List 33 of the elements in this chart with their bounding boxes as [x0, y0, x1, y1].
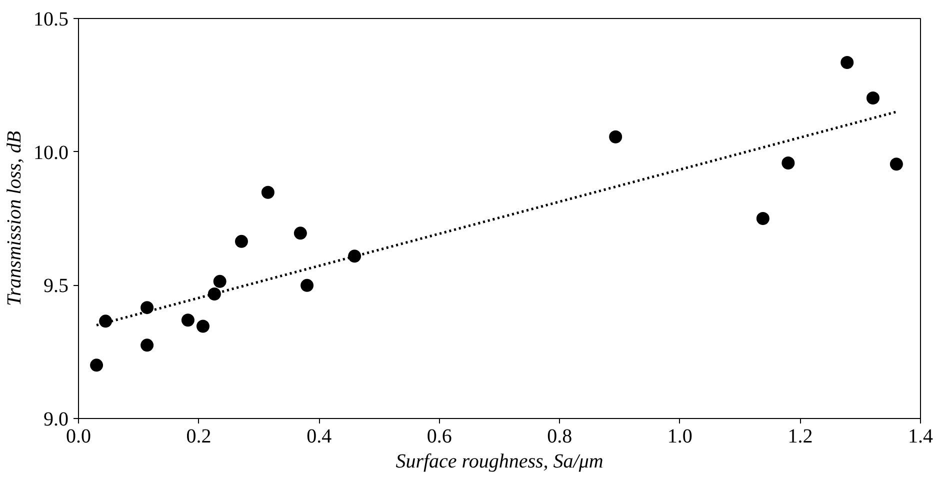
point [840, 56, 854, 69]
point [609, 130, 622, 144]
point [300, 278, 314, 292]
point [866, 91, 880, 104]
point [196, 320, 210, 333]
y-tick-label: 9.5 [44, 275, 68, 298]
x-tick-label: 1.4 [908, 426, 933, 448]
x-tick-label: 0.4 [306, 426, 332, 448]
point [782, 156, 795, 170]
x-tick-label: 1.0 [667, 426, 692, 448]
point [90, 358, 104, 372]
point [140, 338, 154, 352]
point [756, 212, 770, 225]
point [99, 314, 112, 328]
point [234, 234, 248, 248]
x-axis-title: Surface roughness, Sa/μm [396, 450, 604, 472]
point [348, 250, 362, 263]
x-tick-label: 0.6 [426, 426, 452, 448]
point [294, 226, 307, 240]
y-tick-label: 9.0 [44, 408, 68, 430]
point [208, 287, 221, 300]
point [181, 314, 194, 327]
point [213, 274, 226, 288]
x-tick-label: 0.0 [66, 426, 91, 448]
y-tick-label: 10.0 [34, 142, 68, 164]
x-tick-label: 1.2 [788, 426, 813, 448]
point [261, 186, 274, 199]
x-tick-label: 0.2 [186, 426, 212, 448]
point [890, 158, 903, 171]
y-axis-title: Transmission loss, dB [4, 130, 26, 306]
x-tick-label: 0.8 [547, 426, 572, 448]
point [140, 301, 154, 314]
y-tick-label: 10.5 [34, 8, 68, 30]
